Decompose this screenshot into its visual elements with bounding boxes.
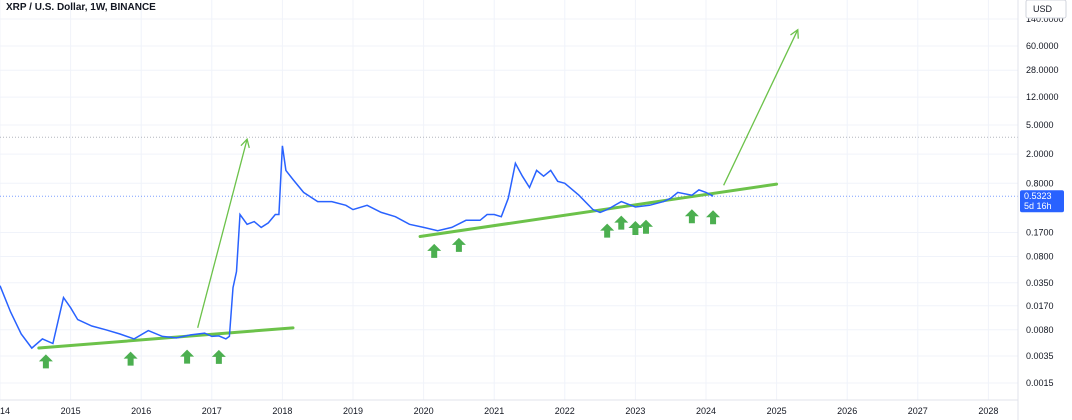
up-arrow-icon xyxy=(614,215,629,230)
x-tick-label: 2020 xyxy=(414,406,434,416)
y-tick-label: 0.0080 xyxy=(1026,325,1054,335)
y-tick-label: 0.0035 xyxy=(1026,351,1054,361)
projection-arrow xyxy=(723,28,799,186)
x-tick-label: 2022 xyxy=(555,406,575,416)
y-tick-label: 0.0800 xyxy=(1026,252,1054,262)
y-tick-label: 140.0000 xyxy=(1026,14,1064,24)
y-tick-label: 0.8000 xyxy=(1026,178,1054,188)
currency-button[interactable]: USD xyxy=(1025,0,1067,19)
y-tick-label: 12.0000 xyxy=(1026,92,1059,102)
currency-label: USD xyxy=(1033,4,1053,14)
x-tick-label: 2026 xyxy=(837,406,857,416)
x-tick-label: 2015 xyxy=(61,406,81,416)
x-tick-label: 2027 xyxy=(908,406,928,416)
y-tick-label: 28.0000 xyxy=(1026,65,1059,75)
y-tick-label: 0.0350 xyxy=(1026,278,1054,288)
support-trendline xyxy=(37,326,295,350)
up-arrow-icon xyxy=(180,349,195,364)
y-tick-label: 2.0000 xyxy=(1026,149,1054,159)
last-price-label: 0.5323 xyxy=(1024,191,1052,201)
x-axis[interactable]: 2014 2015 2016 2017 2018 2019 2020 2021 2022 2023… xyxy=(0,399,1018,416)
marker-arrows xyxy=(38,209,721,369)
up-arrow-icon xyxy=(600,223,615,238)
y-tick-label: 0.1700 xyxy=(1026,228,1054,238)
y-tick-label: 0.0170 xyxy=(1026,301,1054,311)
up-arrow-icon xyxy=(427,243,442,258)
x-tick-label: 2019 xyxy=(343,406,363,416)
support-lines xyxy=(37,182,779,350)
x-tick-label: 2021 xyxy=(484,406,504,416)
last-price-badge: 0.5323 5d 16h xyxy=(1020,190,1064,213)
grid xyxy=(0,0,1018,400)
y-tick-label: 5.0000 xyxy=(1026,120,1054,130)
up-arrow-icon xyxy=(123,351,138,366)
x-tick-label: 2025 xyxy=(767,406,787,416)
x-tick-label: 2024 xyxy=(696,406,716,416)
up-arrow-icon xyxy=(451,237,466,252)
up-arrow-icon xyxy=(638,219,653,234)
up-arrow-icon xyxy=(684,209,699,224)
countdown-label: 5d 16h xyxy=(1024,201,1052,211)
up-arrow-icon xyxy=(211,349,226,364)
x-tick-label: 2028 xyxy=(978,406,998,416)
chart-title: XRP / U.S. Dollar, 1W, BINANCE xyxy=(6,2,156,13)
price-series-line xyxy=(0,145,714,350)
x-tick-label: 2014 xyxy=(0,406,10,416)
up-arrow-icon xyxy=(628,220,643,235)
support-trendline xyxy=(418,182,779,239)
y-axis[interactable]: 140.0000 60.0000 28.0000 12.0000 5.0000 2.000… xyxy=(1017,0,1064,420)
y-tick-label: 60.0000 xyxy=(1026,41,1059,51)
projection-arrows xyxy=(197,28,799,328)
x-tick-label: 2016 xyxy=(131,406,151,416)
x-tick-label: 2018 xyxy=(272,406,292,416)
up-arrow-icon xyxy=(706,210,721,225)
x-tick-label: 2023 xyxy=(625,406,645,416)
x-tick-label: 2017 xyxy=(202,406,222,416)
up-arrow-icon xyxy=(38,354,53,369)
y-tick-label: 0.0015 xyxy=(1026,378,1054,388)
projection-arrow xyxy=(197,137,250,328)
